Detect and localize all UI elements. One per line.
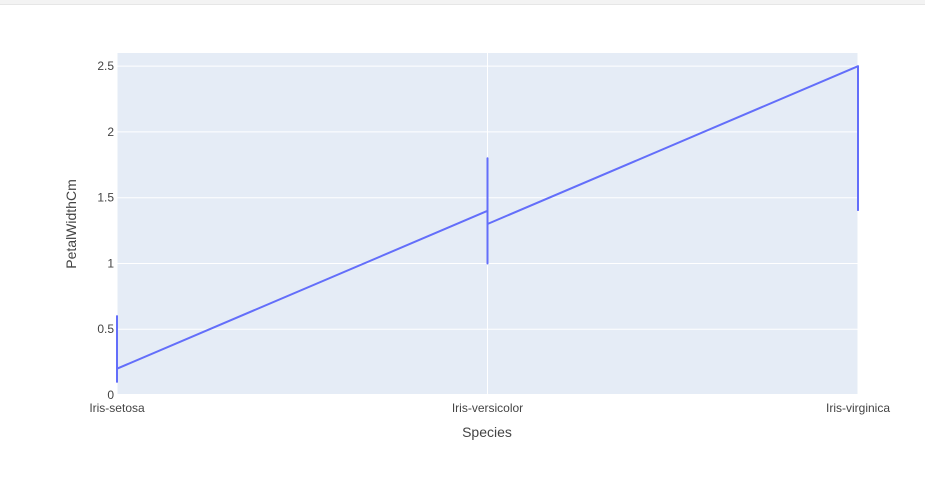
series-group (116, 65, 859, 383)
x-tick-label: Iris-virginica (826, 401, 890, 415)
y-tick-label: 2.5 (97, 59, 114, 73)
y-axis-title: PetalWidthCm (63, 179, 79, 268)
y-axis-ticks: 0 0.5 1 1.5 2 2.5 (97, 59, 114, 402)
x-tick-label: Iris-setosa (89, 401, 145, 415)
y-tick-label: 0.5 (97, 322, 114, 336)
top-toolbar-strip (0, 0, 925, 5)
x-axis-title: Species (462, 424, 512, 440)
x-tick-label: Iris-versicolor (452, 401, 523, 415)
x-axis-ticks: Iris-setosa Iris-versicolor Iris-virginica (89, 401, 890, 415)
y-tick-label: 1.5 (97, 191, 114, 205)
y-tick-label: 1 (107, 256, 114, 270)
y-tick-label: 2 (107, 125, 114, 139)
y-tick-label: 0 (107, 388, 114, 402)
series-line (116, 65, 859, 383)
